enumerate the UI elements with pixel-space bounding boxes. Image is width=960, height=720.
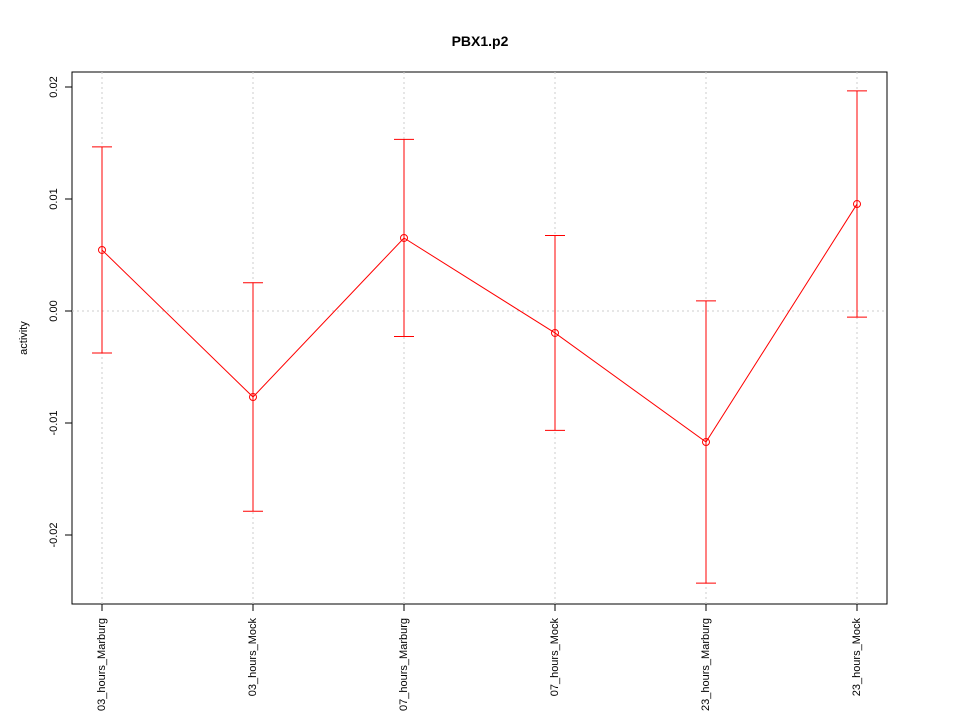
x-tick-label: 07_hours_Mock [549, 618, 561, 697]
error-bar [696, 300, 716, 584]
point [400, 233, 408, 242]
point [98, 245, 106, 254]
y-tick-label: 0.00 [48, 300, 60, 321]
x-tick-label: 07_hours_Marburg [398, 618, 410, 711]
y-axis-label: activity [18, 321, 30, 355]
error-bar [394, 138, 414, 338]
chart-title: PBX1.p2 [452, 33, 509, 49]
point [551, 328, 559, 337]
error-bar [243, 282, 263, 512]
point [249, 393, 257, 402]
plot-frame [71, 71, 888, 605]
x-tick-label: 23_hours_Marburg [700, 618, 712, 711]
x-tick-label: 03_hours_Mock [247, 618, 259, 697]
error-bar [847, 90, 867, 318]
y-tick-label: -0.02 [48, 522, 60, 547]
error-bar [545, 235, 565, 431]
y-tick-label: 0.02 [48, 76, 60, 97]
error-bar [92, 146, 112, 354]
point [853, 200, 861, 209]
point [702, 438, 710, 447]
series-line [101, 203, 858, 443]
x-tick-label: 23_hours_Mock [851, 618, 863, 697]
y-tick-label: -0.01 [48, 410, 60, 435]
x-tick-label: 03_hours_Marburg [96, 618, 108, 711]
y-tick-label: 0.01 [48, 188, 60, 209]
